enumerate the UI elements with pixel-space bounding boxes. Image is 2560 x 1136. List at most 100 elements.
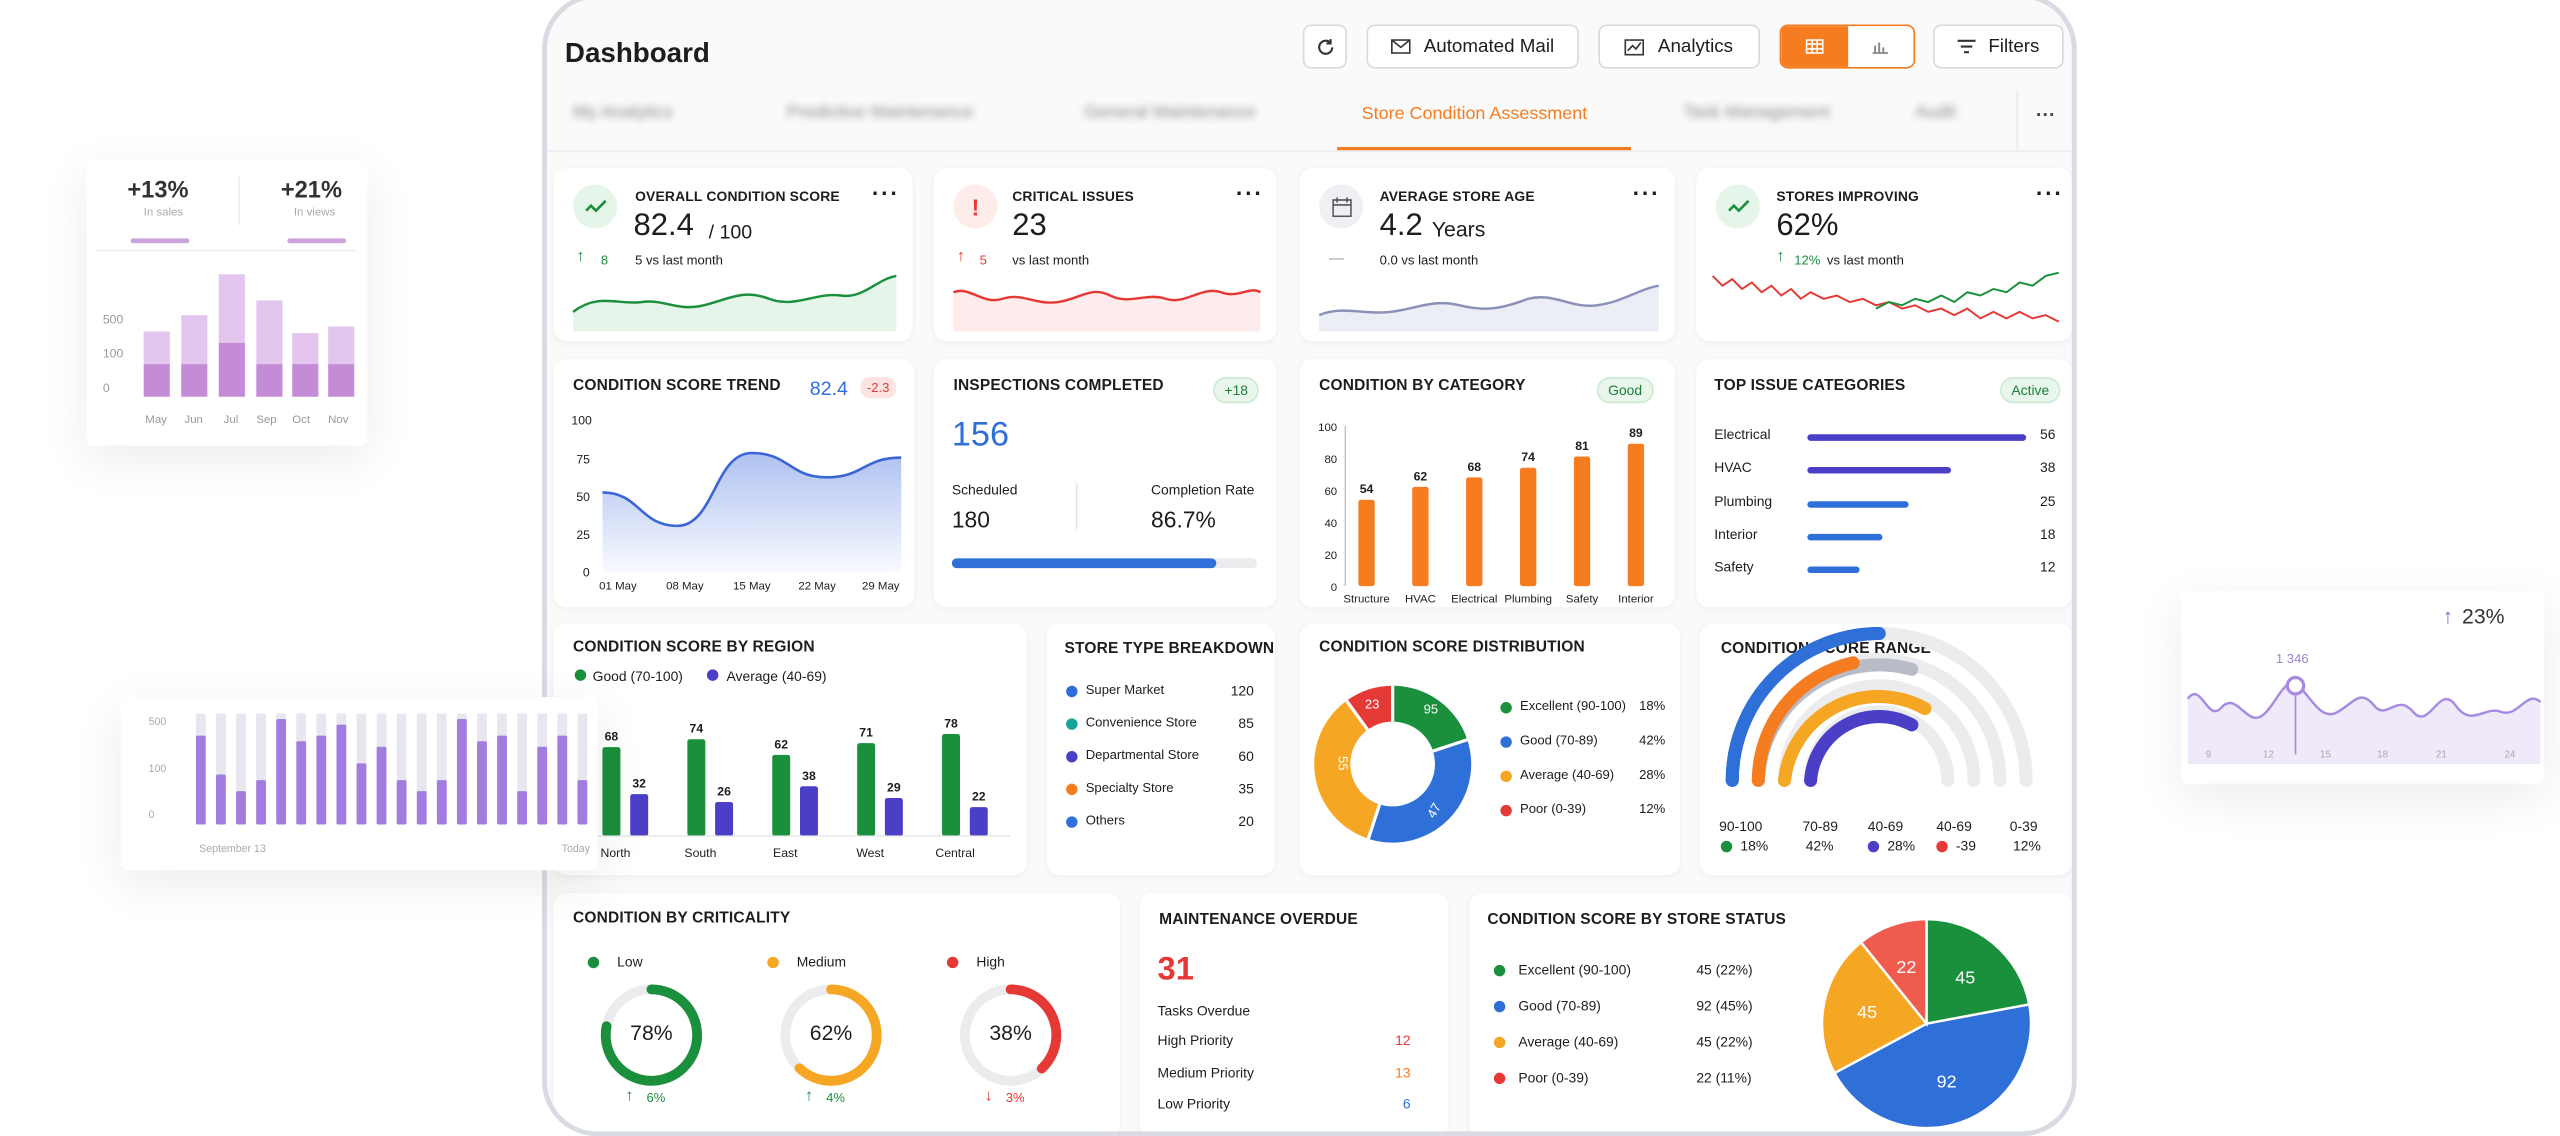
card-title: INSPECTIONS COMPLETED [953,377,1164,396]
crit-label: Low [617,953,643,970]
arc-poor [1804,710,1919,787]
refresh-button[interactable] [1302,24,1347,69]
tab-general-maintenance[interactable]: General Maintenance [1084,102,1256,123]
x-tick: Electrical [1451,593,1497,605]
float-bar [236,791,246,825]
legend-dot [1493,1036,1506,1049]
y-tick: 75 [576,452,590,467]
pie-label: 45 [1857,1002,1877,1022]
automated-mail-button[interactable]: Automated Mail [1366,24,1579,69]
calendar-icon [1319,184,1364,229]
float-bar [436,780,447,825]
range-value: 28% [1887,837,1916,854]
pie-label: 92 [1937,1071,1957,1091]
kpi-title: CRITICAL ISSUES [1012,187,1134,205]
chart-view-button[interactable] [1847,26,1913,67]
inspections-card: INSPECTIONS COMPLETED +18 156 Scheduled … [933,359,1277,608]
status-value: 45 (22%) [1696,961,1753,978]
tab-task-management[interactable]: Task Management [1683,102,1831,123]
tab-my-analytics[interactable]: My Analytics [573,102,673,123]
table-icon [1805,39,1824,54]
more-tabs-button[interactable]: ··· [2035,102,2056,126]
kpi-menu-button[interactable]: ··· [1235,179,1264,206]
pie-slice [1820,940,1929,1075]
legend-value: 28% [1639,767,1666,783]
region-bar [857,743,876,836]
issue-bar [1807,500,1908,508]
float-bar [356,763,367,825]
analytics-label: Analytics [1657,36,1734,57]
store-type-label: Convenience Store [1085,715,1197,730]
category-bar [1573,456,1591,587]
tab-audit[interactable]: Audit [1915,102,1957,123]
category-card: CONDITION BY CATEGORY Good 100 80 60 40 20 0 5… [1299,359,1676,608]
float-bar [215,774,226,825]
kpi-menu-button[interactable]: ··· [871,179,900,206]
stat-sales: +13% [127,177,189,205]
issue-label: Electrical [1714,426,1771,443]
divider [1075,483,1078,529]
analytics-button[interactable]: Analytics [1598,24,1760,69]
kpi-menu-button[interactable]: ··· [1632,179,1661,206]
y-tick: 60 [1324,486,1337,498]
crit-ring [780,984,882,1086]
x-tick: 9 [2205,751,2212,761]
month-label: Jul [223,414,239,427]
rate-label: Completion Rate [1151,481,1255,498]
status-label: Excellent (90-100) [1518,961,1631,978]
page-title: Dashboard [564,37,710,69]
x-tick: 18 [2377,751,2389,761]
y-tick: 25 [576,527,590,543]
category-bar [1627,443,1645,587]
legend-average: Average (40-69) [726,667,827,685]
range-dot [1936,840,1948,853]
overdue-row-value: 12 [1395,1031,1411,1049]
kpi-menu-button[interactable]: ··· [2035,179,2064,206]
analytics-icon [1625,38,1645,55]
range-value: 18% [1740,837,1769,854]
legend-dot [1493,1000,1506,1013]
kpi-sparkline [953,289,1262,332]
category-bar [1358,499,1375,587]
region-bar [969,807,988,836]
status-label: Average (40-69) [1518,1033,1619,1050]
store-type-value: 60 [1238,747,1254,765]
range-dot [1720,840,1733,853]
y-tick: 500 [148,716,167,729]
tab-predictive-maintenance[interactable]: Predictive Maintenance [786,102,974,123]
mini-bar [181,315,208,397]
y-tick: 0 [148,809,155,822]
crit-dot [587,956,600,969]
y-tick: 50 [576,489,590,505]
y-tick: 40 [1324,518,1337,530]
y-tick: 80 [1324,454,1337,466]
table-view-button[interactable] [1781,26,1848,67]
inspections-badge: +18 [1213,377,1260,404]
bar-value: 71 [859,726,873,740]
slice-label: 95 [1423,702,1439,717]
y-tick: 100 [148,764,167,776]
filters-button[interactable]: Filters [1933,24,2064,69]
dashboard-window: Dashboard Automated Mail Analytics Filte… [542,0,2077,1136]
tab-store-condition-assessment[interactable]: Store Condition Assessment [1361,104,1588,125]
float-bar [376,746,387,825]
category-bar [1466,477,1483,587]
store-status-pie: 45 92 45 22 [1820,917,2033,1130]
crit-ring [600,984,703,1086]
kpi-title: STORES IMPROVING [1776,187,1920,205]
distribution-donut [1314,685,1472,843]
region-bar [630,794,649,836]
x-tick: Structure [1343,593,1389,605]
x-tick: 24 [2504,751,2516,761]
float-bar [336,724,347,825]
card-title: CONDITION SCORE BY STORE STATUS [1487,911,1786,929]
trend-icon [573,184,618,229]
trend-card: CONDITION SCORE TREND 82.4 -2.3 100 75 5… [553,359,915,608]
slice-label: 23 [1364,697,1380,712]
mini-stacked-bars [143,274,355,397]
float-bar [537,746,548,825]
region-card: CONDITION SCORE BY REGION Good (70-100) … [553,623,1027,876]
status-value: 92 (45%) [1696,997,1753,1014]
overdue-card: MAINTENANCE OVERDUE 31 Tasks Overdue Hig… [1139,893,1449,1132]
mini-bar [256,300,283,397]
